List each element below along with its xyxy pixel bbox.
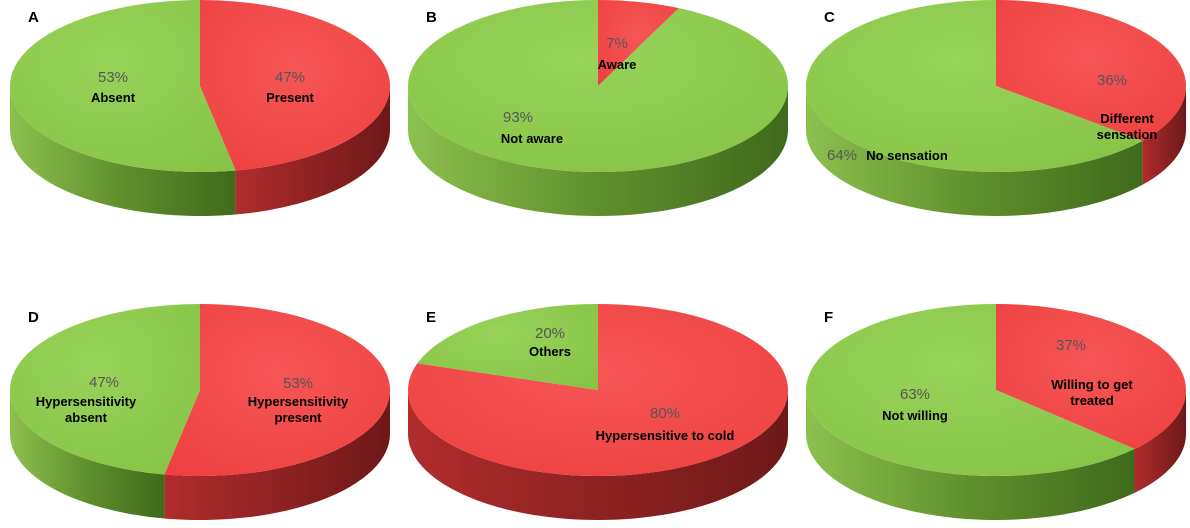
slice-category-label: Hypersensitivity absent [36, 394, 137, 425]
pie-slice-green [417, 304, 598, 390]
pie-slice-red [598, 0, 679, 86]
slice-category-label: Hypersensitivity present [248, 394, 349, 425]
pie-slice-side [1142, 86, 1186, 185]
pie-slice-red [996, 0, 1186, 141]
slice-value-label: 64% [827, 147, 857, 164]
pie-panel-e: E 80% Hypersensitive to cold 20% Others [407, 304, 789, 520]
pie-slice-green [805, 304, 1135, 476]
slice-value-label: 53% [283, 375, 313, 392]
slice-value-label: 47% [275, 69, 305, 86]
slice-value-label: 20% [535, 325, 565, 342]
pie-slice-side [235, 86, 390, 215]
slice-value-label: 63% [900, 386, 930, 403]
pie-slice-side [1134, 390, 1186, 493]
slice-value-label: 47% [89, 374, 119, 391]
slice-value-label: 93% [503, 109, 533, 126]
slice-category-label: Different sensation [1097, 111, 1158, 142]
slice-value-label: 7% [606, 35, 628, 52]
slice-category-label: Aware [598, 57, 637, 72]
pie-slice-red [164, 304, 391, 477]
panel-letter: C [824, 9, 835, 26]
slice-value-label: 36% [1097, 72, 1127, 89]
pie-slice-side [164, 390, 390, 520]
slice-category-label: Others [529, 344, 571, 359]
pie-slice-green [408, 0, 789, 172]
pie-panel-d: D 53% Hypersensitivity present 47% Hypersensi… [10, 303, 391, 520]
slice-category-label: Absent [91, 90, 136, 105]
pie-slice-side [10, 390, 165, 519]
pie-panel-a: A 47% Present 53% Absent [9, 0, 390, 216]
pie-panel-f: F 37% Willing to get treated 63% Not willing [805, 304, 1186, 521]
pie-slice-side [806, 390, 1135, 521]
pie-slice-side [806, 86, 1143, 216]
pie-slice-green [10, 303, 200, 475]
slice-category-label: Willing to get treated [1051, 377, 1133, 408]
slice-category-label: Not willing [882, 408, 948, 423]
pie-slice-green [9, 0, 236, 172]
slice-category-label: Not aware [501, 131, 563, 146]
pie-slice-red [996, 304, 1186, 449]
pie-slice-red [200, 0, 390, 171]
slice-value-label: 80% [650, 405, 680, 422]
slice-category-label: No sensation [866, 148, 948, 163]
pie-slice-side [408, 86, 788, 216]
panel-letter: A [28, 9, 39, 26]
pie-panel-c: C 36% Different sensation 64% No sensation [806, 0, 1186, 216]
slice-value-label: 37% [1056, 337, 1086, 354]
pie-slice-green [806, 0, 1143, 172]
panel-letter: F [824, 309, 833, 326]
pie-slice-side [10, 86, 236, 216]
pie-panel-b: B 7% Aware 93% Not aware [408, 0, 789, 216]
slice-value-label: 53% [98, 69, 128, 86]
panel-letter: B [426, 9, 437, 26]
panel-letter: D [28, 309, 39, 326]
slice-category-label: Hypersensitive to cold [596, 428, 735, 443]
slice-category-label: Present [266, 90, 314, 105]
panel-letter: E [426, 309, 436, 326]
pie-slice-side [408, 390, 788, 520]
